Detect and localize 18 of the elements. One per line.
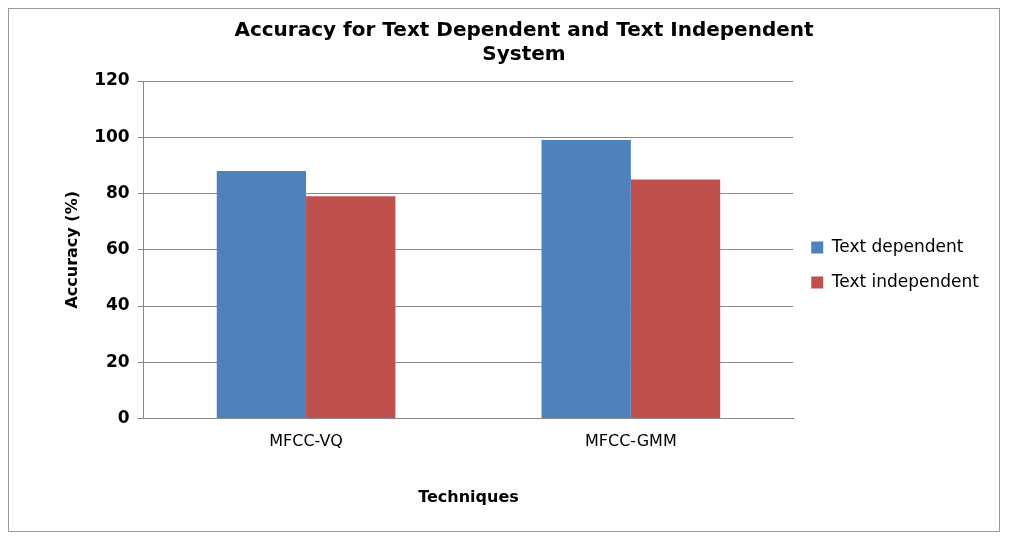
legend-label: Text independent xyxy=(830,270,980,291)
x-axis-title: Techniques xyxy=(418,486,519,506)
y-tick-label: 100 xyxy=(94,125,130,146)
y-tick-label: 20 xyxy=(106,350,130,371)
bar xyxy=(306,196,396,419)
y-tick-label: 0 xyxy=(117,407,130,428)
bar xyxy=(630,179,721,419)
bar xyxy=(216,171,307,419)
y-tick-label: 80 xyxy=(106,181,130,202)
chart-title: Accuracy for Text Dependent and Text Independent System xyxy=(234,17,815,66)
bar xyxy=(541,140,631,419)
y-tick-label: 40 xyxy=(106,294,130,315)
y-tick-label: 60 xyxy=(106,238,130,259)
x-tick-label: MFCC-VQ xyxy=(269,431,343,451)
x-tick-label: MFCC-GMM xyxy=(585,431,677,451)
y-tick-label: 120 xyxy=(94,69,130,90)
legend-label: Text dependent xyxy=(830,235,964,256)
y-axis-title: Accuracy (%) xyxy=(61,191,81,309)
